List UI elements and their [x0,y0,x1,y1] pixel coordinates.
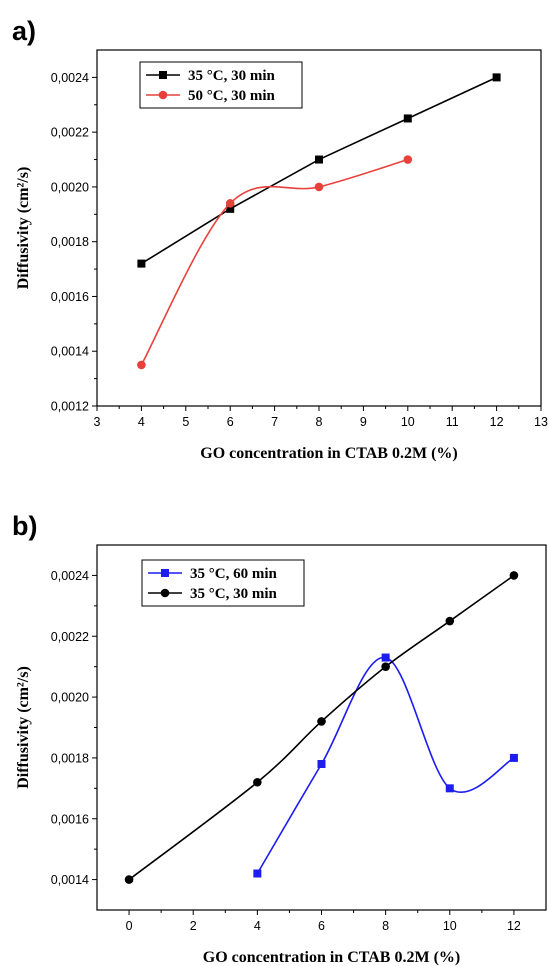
data-point-series-1 [253,869,262,878]
legend-marker-2 [160,588,170,598]
x-tick-label: 10 [443,919,457,933]
y-tick-label: 0,0014 [51,873,89,887]
x-tick-label: 2 [190,919,197,933]
x-tick-label: 0 [126,919,133,933]
data-point-series-1 [137,259,146,268]
data-point-series-1 [226,204,235,213]
x-axis-title: GO concentration in CTAB 0.2M (%) [200,445,457,462]
y-tick-label: 0,0022 [51,630,89,644]
data-point-series-1 [317,760,326,768]
y-tick-label: 0,0024 [51,71,89,85]
series-line-1 [256,656,515,874]
data-point-series-2 [381,662,390,671]
data-point-series-2 [253,777,262,787]
legend-label-1: 35 °C, 30 min [188,68,275,84]
data-point-series-1 [381,653,390,662]
panel-label: b) [12,511,37,541]
series-line-2 [140,158,409,366]
y-tick-label: 0,0020 [51,691,89,705]
x-tick-label: 4 [138,415,145,429]
y-axis-title: Diffusivity (cm²/s) [15,666,32,789]
chart-panel-a: a) 3 4 5 6 7 8 9 10 11 12 13 0,0012 0,0014 0,0016 0,001… [12,16,548,462]
series-line-2 [128,574,515,881]
data-point-series-1 [315,155,323,164]
y-axis-title: Diffusivity (cm²/s) [15,167,32,290]
y-tick-label: 0,0024 [51,569,89,583]
x-tick-label: 13 [534,415,548,429]
x-tick-label: 6 [318,919,325,933]
data-point-series-1 [445,784,454,793]
x-tick-label: 5 [182,415,189,429]
y-tick-label: 0,0018 [51,751,89,765]
x-tick-label: 7 [271,415,278,429]
legend-label-2: 35 °C, 30 min [190,586,277,602]
y-tick-label: 0,0016 [51,290,89,304]
y-tick-label: 0,0012 [51,400,89,414]
data-point-series-2 [509,571,519,580]
x-tick-label: 10 [401,415,415,429]
legend-label-2: 50 °C, 30 min [188,88,275,104]
data-point-series-1 [492,73,501,82]
x-tick-label: 8 [316,415,323,429]
legend-marker-1 [161,569,169,577]
y-tick-label: 0,0014 [51,345,89,359]
x-tick-label: 6 [227,415,234,429]
legend-box [139,61,303,109]
x-tick-label: 9 [360,415,367,429]
data-point-series-2 [124,875,134,884]
legend-label-1: 35 °C, 60 min [190,566,277,582]
y-tick-label: 0,0022 [51,126,89,140]
x-tick-label: 3 [94,415,101,429]
y-tick-label: 0,0016 [51,812,89,826]
chart-panel-b: b) 0 2 4 6 8 10 12 0,0014 0,0016 0,0018 0,0020 0,002… [12,511,547,966]
x-tick-label: 4 [254,919,261,933]
x-axis-title: GO concentration in CTAB 0.2M (%) [203,949,460,966]
panel-label: a) [12,16,36,46]
data-point-series-1 [509,753,518,762]
data-point-series-1 [403,114,412,123]
y-tick-label: 0,0020 [51,180,89,194]
data-point-series-2 [314,182,324,192]
data-point-series-2 [317,717,326,726]
legend-box [141,559,305,607]
data-point-series-2 [403,155,413,164]
x-tick-label: 11 [446,415,459,429]
legend-marker-1 [159,71,167,79]
x-tick-label: 8 [382,919,389,933]
legend-marker-2 [158,90,168,100]
data-point-series-2 [445,616,455,626]
x-tick-label: 12 [507,919,521,933]
x-tick-label: 12 [490,415,504,429]
data-point-series-2 [225,199,235,208]
y-tick-label: 0,0018 [51,235,89,249]
data-point-series-2 [137,360,146,370]
